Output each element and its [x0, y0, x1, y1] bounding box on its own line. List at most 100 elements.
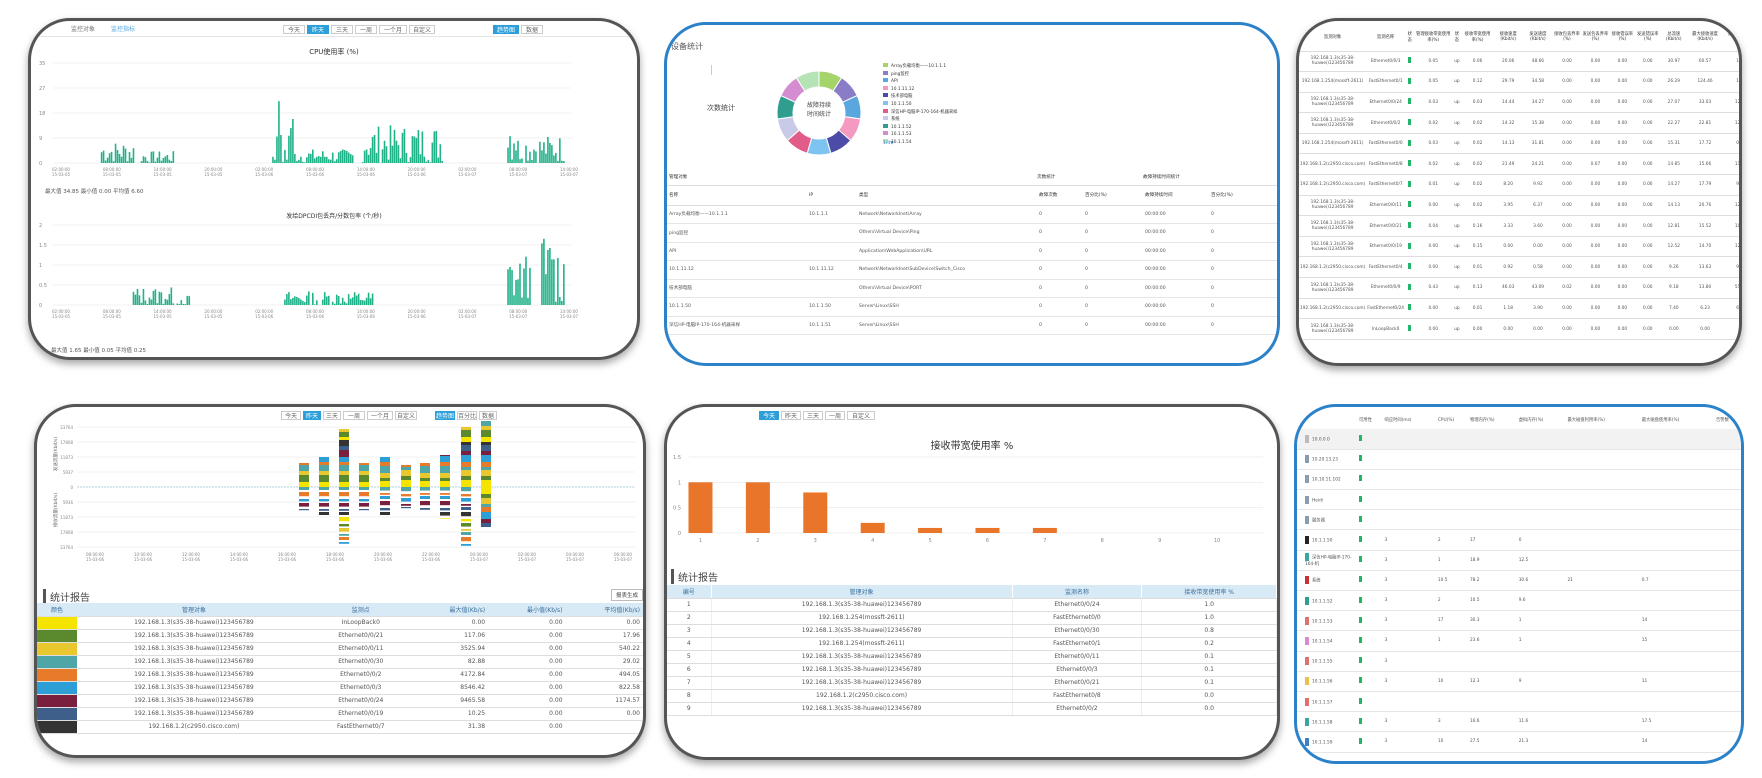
- table-row[interactable]: 9 192.168.1.3(s35-38-huawei)123456789 Ethe…: [667, 702, 1277, 716]
- table-row[interactable]: 192.168.1.3(s35-38-huawei)123456789 Ether…: [37, 655, 643, 669]
- table-row[interactable]: 192.168.1.2(c2950.cisco.com) FastEthernet…: [1299, 153, 1739, 176]
- column-header[interactable]: 监测对象: [1299, 23, 1367, 52]
- table-row[interactable]: 10.1.1.59 3 10 27.5 21.3 14 0: [1297, 732, 1741, 752]
- column-header[interactable]: 可用性: [1359, 418, 1372, 423]
- column-header[interactable]: 接收包丢弃率(%): [1552, 23, 1582, 52]
- donut-slice[interactable]: [795, 70, 820, 92]
- column-header[interactable]: 发送包丢弃率(%): [1581, 23, 1610, 52]
- table-row[interactable]: 10.10.11.102 0: [1297, 469, 1741, 490]
- toolbar-button[interactable]: 三天: [323, 411, 341, 420]
- column-header[interactable]: 接收错误率(%): [1609, 23, 1636, 52]
- table-row[interactable]: 10.1.1.57 0: [1297, 691, 1741, 712]
- table-row[interactable]: 192.168.1.3(s35-38-huawei)123456789 InLoo…: [37, 616, 643, 630]
- bar[interactable]: [1032, 527, 1057, 533]
- legend-item[interactable]: 10.1.1.52: [883, 123, 957, 132]
- column-header[interactable]: 接收速度(Kbit/s): [1493, 23, 1524, 52]
- table-row[interactable]: 192.168.1.3(s35-38-huawei)123456789 Ether…: [1299, 51, 1739, 73]
- toolbar-button[interactable]: 自定义: [395, 411, 417, 420]
- column-header[interactable]: 状态: [1405, 23, 1415, 52]
- table-row[interactable]: 10.0.0.0 0: [1297, 429, 1741, 450]
- table-row[interactable]: 192.168.1.3(s35-38-huawei)123456789 Ether…: [37, 694, 643, 708]
- table-row[interactable]: 192.168.1.2(c2950.cisco.com) FastEthernet…: [1299, 256, 1739, 279]
- table-row[interactable]: 10.1.1.52 3 2 10.5 9.6 0: [1297, 591, 1741, 611]
- column-header[interactable]: 接收带宽使用率 %: [1141, 585, 1277, 599]
- table-row[interactable]: 192.168.1.3(s35-38-huawei)123456789 Ether…: [37, 707, 643, 721]
- table-row[interactable]: Array负载均衡——10.1.1.1 10.1.1.1 Network\Netwo…: [667, 205, 1277, 224]
- column-header[interactable]: 最大发送速度(Kbit/s): [1723, 23, 1739, 52]
- legend-item[interactable]: 10.1.11.12: [883, 85, 957, 94]
- range-custom[interactable]: 自定义: [409, 25, 435, 34]
- legend-item[interactable]: Array负载均衡——10.1.1.1: [883, 63, 957, 71]
- toolbar-button[interactable]: 自定义: [847, 411, 875, 420]
- table-row[interactable]: 服务器 0: [1297, 510, 1741, 530]
- table-row[interactable]: 10.1.1.55 3 0: [1297, 651, 1741, 672]
- column-header[interactable]: 监测点: [310, 603, 411, 617]
- toolbar-button[interactable]: 今天: [759, 411, 779, 420]
- table-row[interactable]: 192.168.1.3(s35-38-huawei)123456789 Ether…: [37, 642, 643, 656]
- table-row[interactable]: 10.1.1.58 3 3 16.6 11.6 17.5 0: [1297, 712, 1741, 732]
- table-row[interactable]: 深信HP-电脑IP-170-164-机 3 1 18.9 12.5 0: [1297, 550, 1741, 571]
- legend-item[interactable]: 10.1.1.50: [883, 100, 957, 109]
- column-header[interactable]: 颜色: [37, 603, 77, 617]
- toolbar-button[interactable]: 今天: [281, 411, 301, 420]
- column-header[interactable]: 平均值(Kb/s): [565, 603, 643, 617]
- bar[interactable]: [745, 482, 770, 533]
- table-row[interactable]: 6 192.168.1.3(s35-38-huawei)123456789 Ethe…: [667, 663, 1277, 677]
- column-header[interactable]: 监测名称: [1012, 585, 1143, 599]
- table-row[interactable]: 系统 3 10.5 78.2 30.6 21 0.7 0: [1297, 570, 1741, 591]
- table-row[interactable]: 192.168.1.3(s35-38-huawei)123456789 Ether…: [1299, 195, 1739, 217]
- table-row[interactable]: 10.1.1.50 10.1.1.50 Server\Linux\SSH 0 0 00:0…: [667, 298, 1277, 316]
- range-yesterday[interactable]: 昨天: [307, 25, 329, 34]
- table-row[interactable]: 192.168.1.2(c2950.cisco.com) FastEthernet…: [37, 720, 643, 734]
- column-header[interactable]: 编号: [667, 585, 712, 599]
- column-header[interactable]: 发送速度(Kbit/s): [1523, 23, 1553, 52]
- table-row[interactable]: 192.168.1.3(s35-38-huawei)123456789 Ether…: [37, 629, 643, 643]
- bar[interactable]: [688, 482, 713, 533]
- legend-item[interactable]: 技术部电脑: [883, 93, 957, 101]
- table-row[interactable]: 10.1.11.12 10.1.11.12 Network\NetworkInet\…: [667, 261, 1277, 279]
- table-row[interactable]: 192.168.1.3(s35-38-huawei)123456789 Ether…: [1299, 112, 1739, 134]
- table-row[interactable]: 192.168.1.3(s35-38-huawei)123456789 InLoo…: [1299, 318, 1739, 340]
- view-data[interactable]: 数据: [521, 25, 543, 34]
- table-row[interactable]: 192.168.1.3(s35-38-huawei)123456789 Ether…: [1299, 277, 1739, 299]
- bar[interactable]: [803, 492, 828, 533]
- column-header[interactable]: 最小值(Kb/s): [488, 603, 566, 617]
- table-row[interactable]: 192.168.1.2(c2950.cisco.com) FastEthernet…: [1299, 298, 1739, 320]
- column-header[interactable]: 物理内存(%): [1469, 418, 1495, 423]
- table-row[interactable]: 192.168.1.3(s35-38-huawei)123456789 Ether…: [1299, 92, 1739, 114]
- table-row[interactable]: 192.168.1.3(s35-38-huawei)123456789 Ether…: [1299, 215, 1739, 237]
- table-row[interactable]: 技术部电脑 Others\Virtual Device\PORT 0 0 00:00:0…: [667, 279, 1277, 298]
- metric-selector[interactable]: 监控指标: [111, 26, 136, 33]
- column-header[interactable]: 接收带宽使用率(%): [1461, 23, 1494, 52]
- column-header[interactable]: 最大磁盘利用率(%): [1567, 418, 1605, 423]
- table-row[interactable]: 3 192.168.1.3(s35-38-huawei)123456789 Ethe…: [667, 624, 1277, 638]
- column-header[interactable]: 状态: [1452, 23, 1462, 52]
- bar[interactable]: [918, 527, 943, 533]
- view-trend[interactable]: 趋势图: [493, 25, 519, 34]
- table-row[interactable]: 5 192.168.1.3(s35-38-huawei)123456789 Ethe…: [667, 650, 1277, 664]
- toolbar-button[interactable]: 昨天: [781, 411, 801, 420]
- column-header[interactable]: 虚拟内存(%): [1518, 418, 1544, 423]
- table-row[interactable]: API Application\WebApplication\URL 0 0 00:00…: [667, 242, 1277, 261]
- column-header[interactable]: 管理对象: [711, 585, 1013, 599]
- range-month[interactable]: 一个月: [379, 25, 407, 34]
- table-row[interactable]: 7 192.168.1.3(s35-38-huawei)123456789 Ethe…: [667, 676, 1277, 690]
- table-row[interactable]: 192.168.1.254(mossft-2611) FastEthernet0/…: [1299, 71, 1739, 93]
- legend-item[interactable]: 深信HP-电脑IP-170-164-机器采样: [883, 108, 957, 117]
- export-report-button[interactable]: 报表生成: [611, 589, 643, 601]
- toolbar-button[interactable]: 昨天: [303, 411, 321, 420]
- legend-item[interactable]: 10.1.1.53: [883, 131, 957, 139]
- legend-item[interactable]: 系统: [883, 116, 957, 124]
- range-week[interactable]: 一周: [355, 25, 377, 34]
- table-row[interactable]: Heidi 0: [1297, 490, 1741, 510]
- column-header[interactable]: 告警数: [1716, 418, 1729, 423]
- table-row[interactable]: 10.1.1.54 3 1 23.6 1 15 0: [1297, 631, 1741, 652]
- column-header[interactable]: 响应时间(ms): [1384, 418, 1412, 423]
- column-header[interactable]: 管理接收带宽使用率(%): [1414, 23, 1453, 52]
- table-row[interactable]: 1 192.168.1.3(s35-38-huawei)123456789 Ethe…: [667, 598, 1277, 612]
- toolbar-button[interactable]: 数据: [479, 411, 497, 420]
- column-header[interactable]: 总流速(Kbit/s): [1660, 23, 1688, 52]
- toolbar-button[interactable]: 趋势图: [435, 411, 455, 420]
- column-header[interactable]: 最大值(Kb/s): [410, 603, 489, 617]
- table-row[interactable]: 10.1.1.56 3 10 12.3 9 11 0: [1297, 671, 1741, 692]
